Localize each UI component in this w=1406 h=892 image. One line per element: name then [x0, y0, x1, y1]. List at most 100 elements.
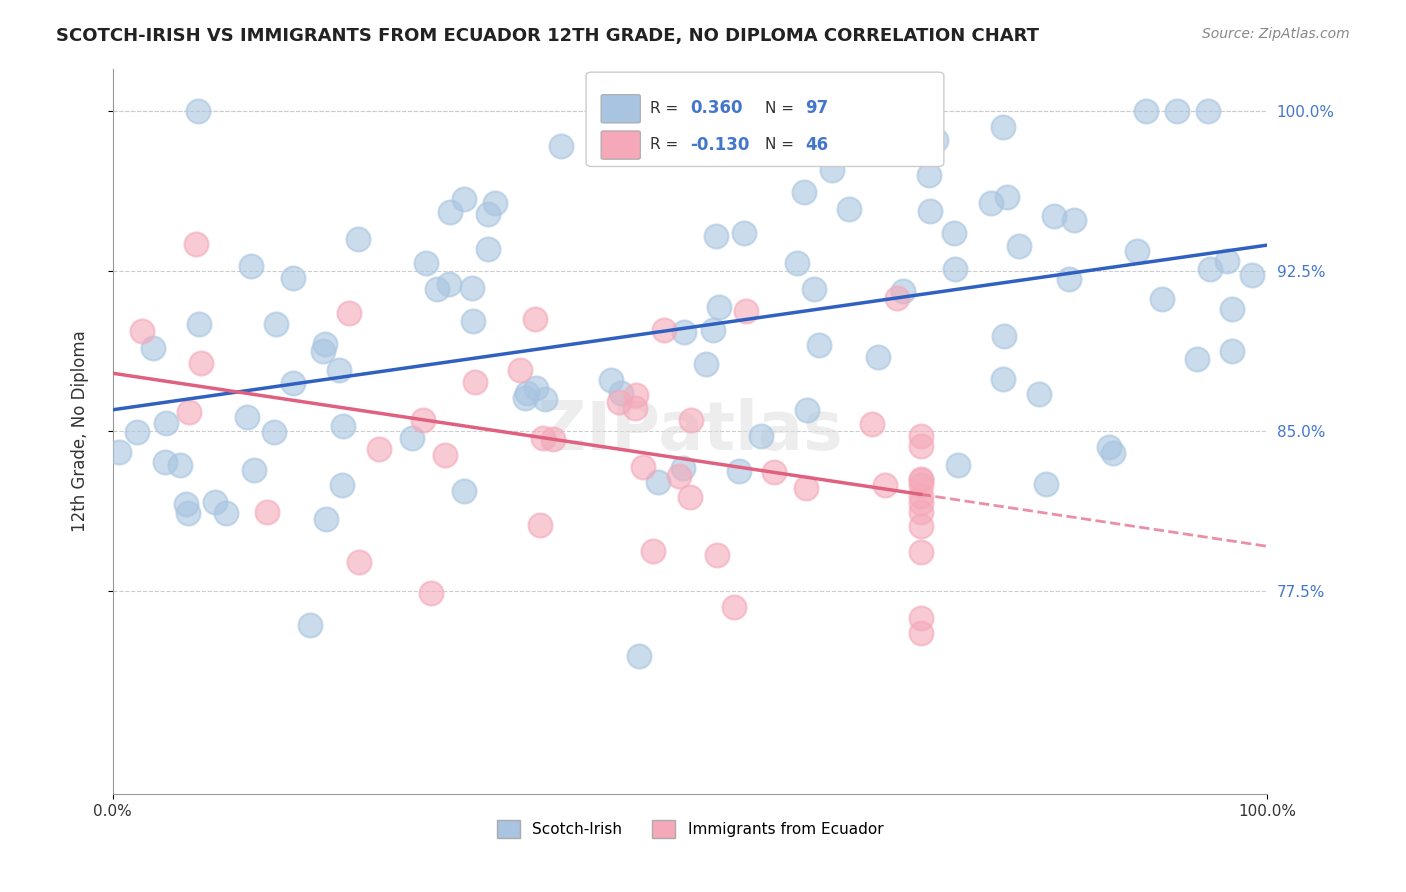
Point [263, 425, 285, 440]
Point [723, 599, 745, 614]
Point [1166, 104, 1188, 119]
Point [623, 401, 645, 415]
Point [177, 506, 200, 520]
Point [1126, 244, 1149, 258]
Point [437, 277, 460, 292]
Point [910, 478, 932, 492]
Point [1197, 104, 1219, 119]
Point [891, 284, 914, 298]
Point [1101, 446, 1123, 460]
Point [838, 202, 860, 217]
Point [1008, 239, 1031, 253]
Point [461, 281, 484, 295]
Point [453, 483, 475, 498]
Point [298, 618, 321, 632]
Point [749, 429, 772, 443]
Point [204, 494, 226, 508]
Point [541, 432, 564, 446]
Point [1059, 272, 1081, 286]
Point [668, 469, 690, 483]
Text: N =: N = [765, 137, 794, 153]
Point [910, 439, 932, 453]
Point [786, 256, 808, 270]
Point [242, 463, 264, 477]
Point [647, 475, 669, 489]
Point [281, 270, 304, 285]
Point [794, 481, 817, 495]
Point [524, 312, 547, 326]
Point [534, 392, 557, 407]
Point [1220, 302, 1243, 317]
Point [125, 425, 148, 440]
Text: R =: R = [650, 137, 678, 153]
Point [873, 478, 896, 492]
Point [997, 189, 1019, 203]
Point [993, 328, 1015, 343]
Point [337, 306, 360, 320]
Point [347, 231, 370, 245]
FancyBboxPatch shape [602, 95, 640, 123]
Point [991, 120, 1014, 134]
Point [550, 138, 572, 153]
Text: -0.130: -0.130 [690, 136, 749, 153]
Point [330, 478, 353, 492]
Text: 46: 46 [806, 136, 828, 153]
Point [415, 256, 437, 270]
Point [426, 282, 449, 296]
Point [108, 445, 131, 459]
Point [946, 458, 969, 472]
Y-axis label: 12th Grade, No Diploma: 12th Grade, No Diploma [72, 330, 89, 533]
Point [600, 372, 623, 386]
Point [641, 544, 664, 558]
Point [918, 168, 941, 182]
Point [315, 511, 337, 525]
Point [401, 431, 423, 445]
Point [910, 496, 932, 510]
Point [187, 104, 209, 119]
Point [728, 464, 751, 478]
Point [980, 196, 1002, 211]
Point [141, 341, 163, 355]
Point [910, 472, 932, 486]
Point [314, 337, 336, 351]
Point [631, 460, 654, 475]
Point [1098, 440, 1121, 454]
Point [412, 412, 434, 426]
Point [673, 325, 696, 339]
Point [991, 372, 1014, 386]
Point [153, 455, 176, 469]
Point [796, 403, 818, 417]
Point [792, 142, 814, 156]
Point [628, 648, 651, 663]
Point [1220, 344, 1243, 359]
Point [1216, 254, 1239, 268]
Point [531, 431, 554, 445]
Point [464, 376, 486, 390]
Text: R =: R = [650, 101, 678, 116]
Text: 0.360: 0.360 [690, 99, 742, 118]
Point [793, 185, 815, 199]
Point [332, 419, 354, 434]
Point [131, 324, 153, 338]
Point [920, 203, 942, 218]
Point [808, 338, 831, 352]
Point [886, 292, 908, 306]
Point [347, 555, 370, 569]
Point [239, 259, 262, 273]
Point [672, 461, 695, 475]
FancyBboxPatch shape [586, 72, 943, 167]
Point [155, 416, 177, 430]
Point [910, 490, 932, 504]
Point [695, 357, 717, 371]
Point [509, 363, 531, 377]
Point [652, 323, 675, 337]
Point [1152, 292, 1174, 306]
Point [477, 207, 499, 221]
Point [1063, 213, 1085, 227]
Point [707, 300, 730, 314]
Point [706, 548, 728, 562]
Point [610, 386, 633, 401]
Point [328, 363, 350, 377]
Point [256, 505, 278, 519]
Point [803, 283, 825, 297]
